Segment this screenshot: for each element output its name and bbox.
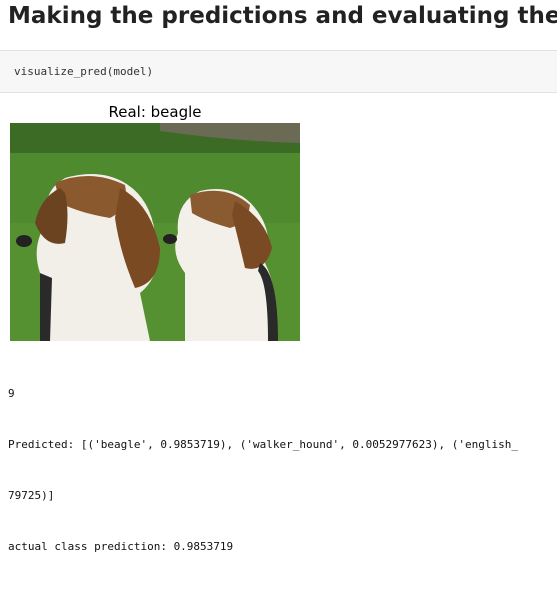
plot-title: Real: beagle — [108, 103, 202, 121]
output-line: Predicted: [('beagle', 0.9853719), ('wal… — [8, 438, 518, 451]
output-line: 9 — [8, 387, 15, 400]
output-line: 79725)] — [8, 489, 55, 502]
section-heading: Making the predictions and evaluating th… — [8, 3, 557, 29]
code-cell[interactable]: visualize_pred(model) — [0, 50, 557, 93]
dog-photo — [10, 123, 300, 341]
output-line: actual class prediction: 0.9853719 — [8, 540, 234, 553]
cell-output: 9 Predicted: [('beagle', 0.9853719), ('w… — [8, 351, 557, 589]
code-text: visualize_pred(model) — [14, 65, 154, 78]
notebook: Making the predictions and evaluating th… — [0, 3, 557, 553]
